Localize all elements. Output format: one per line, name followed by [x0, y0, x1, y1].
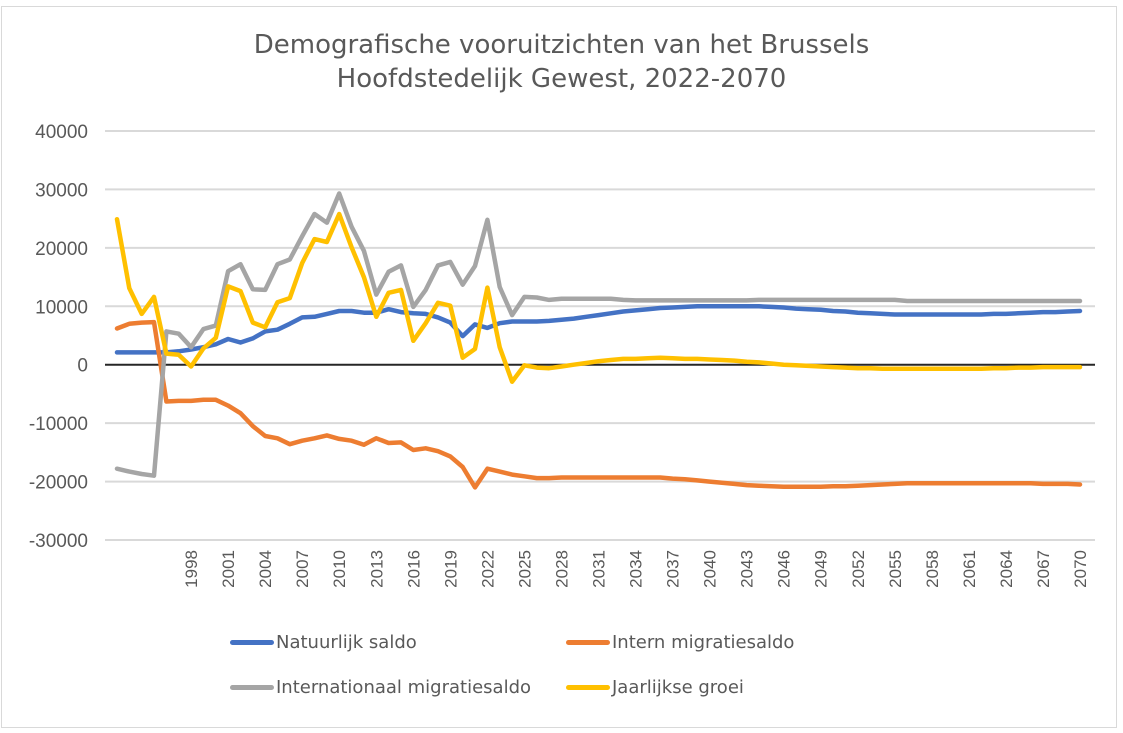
legend-label-internationaal-migratiesaldo: Internationaal migratiesaldo: [276, 677, 532, 698]
legend-label-natuurlijk-saldo: Natuurlijk saldo: [276, 632, 417, 653]
chart-title-line-1: Demografische vooruitzichten van het Bru…: [253, 30, 870, 60]
legend-item-natuurlijk-saldo: Natuurlijk saldo: [230, 632, 417, 653]
chart-title-line-2: Hoofdstedelijk Gewest, 2022-2070: [336, 64, 787, 94]
y-tick-label: 20000: [35, 239, 88, 260]
y-tick-label: -30000: [29, 531, 88, 552]
legend-swatch-natuurlijk-saldo: [230, 640, 274, 645]
y-axis-ticks: 40000 30000 20000 10000 0 -10000 -20000 -30000: [29, 122, 88, 552]
x-tick-label: 2019: [441, 550, 460, 588]
x-tick-label: 2034: [627, 550, 646, 588]
x-tick-label: 2010: [330, 550, 349, 588]
series-line-jaarlijkse-groei: [114, 211, 1083, 384]
x-tick-label: 2046: [775, 550, 794, 588]
legend-label-intern-migratiesaldo: Intern migratiesaldo: [612, 632, 795, 653]
legend-swatch-intern-migratiesaldo: [566, 640, 610, 645]
series-line-internationaal-migratiesaldo: [114, 191, 1083, 478]
x-tick-label: 2028: [552, 550, 571, 588]
x-tick-label: 2070: [1071, 550, 1090, 588]
series-lines: [114, 191, 1083, 490]
chart-title: Demografische vooruitzichten van het Bru…: [0, 28, 1123, 96]
gridlines: [105, 130, 1095, 541]
y-tick-label: -20000: [29, 473, 88, 494]
x-tick-label: 2040: [701, 550, 720, 588]
legend-item-intern-migratiesaldo: Intern migratiesaldo: [566, 632, 794, 653]
y-tick-label: 40000: [35, 122, 88, 143]
legend-item-jaarlijkse-groei: Jaarlijkse groei: [566, 677, 744, 698]
series-line-natuurlijk-saldo: [114, 304, 1083, 355]
series-line-intern-migratiesaldo: [114, 319, 1083, 490]
x-tick-label: 2013: [367, 550, 386, 588]
x-tick-label: 2064: [997, 550, 1016, 588]
y-tick-label: 0: [77, 356, 88, 377]
x-tick-label: 2001: [219, 550, 238, 588]
legend-label-jaarlijkse-groei: Jaarlijkse groei: [612, 677, 744, 698]
x-tick-label: 2016: [404, 550, 423, 588]
x-tick-label: 2007: [293, 550, 312, 588]
x-axis-ticks: 1998 2001 2004 2007 2010 2013 2016 2019 2022 2025…: [182, 550, 1090, 588]
x-tick-label: 2004: [256, 550, 275, 588]
y-tick-label: 30000: [35, 180, 88, 201]
legend-swatch-internationaal-migratiesaldo: [230, 685, 274, 690]
x-tick-label: 2067: [1034, 550, 1053, 588]
x-tick-label: 1998: [182, 550, 201, 588]
legend-swatch-jaarlijkse-groei: [566, 685, 610, 690]
x-tick-label: 2043: [738, 550, 757, 588]
legend-item-internationaal-migratiesaldo: Internationaal migratiesaldo: [230, 677, 531, 698]
y-tick-label: -10000: [29, 414, 88, 435]
x-tick-label: 2037: [664, 550, 683, 588]
x-tick-label: 2052: [849, 550, 868, 588]
x-tick-label: 2031: [590, 550, 609, 588]
x-tick-label: 2022: [478, 550, 497, 588]
x-tick-label: 2055: [886, 550, 905, 588]
x-tick-label: 2058: [923, 550, 942, 588]
x-tick-label: 2025: [515, 550, 534, 588]
x-tick-label: 2061: [960, 550, 979, 588]
x-tick-label: 2049: [812, 550, 831, 588]
y-tick-label: 10000: [35, 297, 88, 318]
